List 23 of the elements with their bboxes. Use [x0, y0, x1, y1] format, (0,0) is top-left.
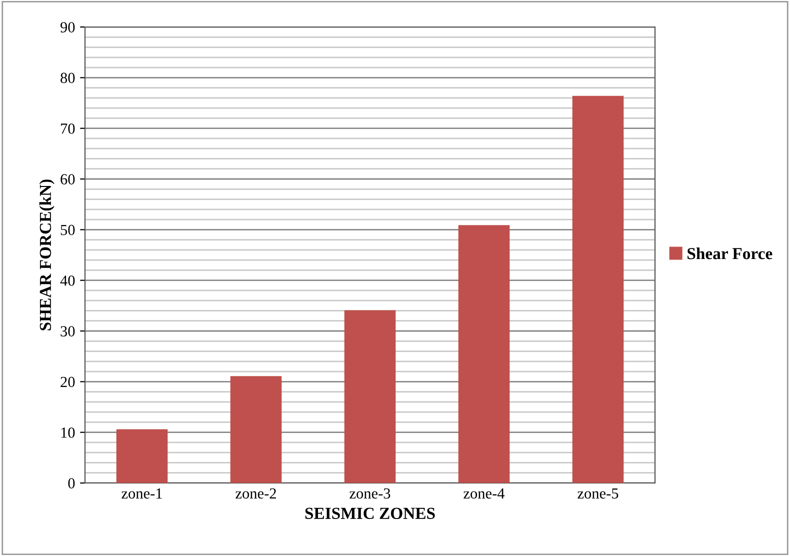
- y-tick-label: 10: [61, 427, 75, 438]
- x-tick-label: zone-4: [464, 488, 505, 499]
- bar: [230, 376, 282, 483]
- bar: [344, 310, 396, 483]
- bar: [116, 429, 168, 483]
- y-tick-label: 60: [60, 174, 75, 184]
- legend-label: Shear Force: [688, 247, 772, 260]
- y-tick-label: 90: [60, 22, 75, 32]
- y-tick-label: 40: [60, 275, 75, 286]
- x-tick-label: zone-3: [350, 488, 390, 499]
- x-axis-title: SEISMIC ZONES: [305, 508, 435, 519]
- y-tick-label: 20: [60, 376, 75, 388]
- bar: [572, 96, 624, 483]
- bar: [458, 225, 510, 483]
- y-tick-label: 80: [60, 72, 75, 84]
- y-tick-label: 50: [60, 224, 75, 236]
- y-axis-title: SHEAR FORCE(kN): [39, 180, 54, 330]
- x-tick-label: zone-2: [236, 488, 276, 499]
- y-tick-label: 0: [68, 478, 75, 488]
- y-tick-label: 70: [61, 123, 75, 134]
- y-tick-label: 30: [60, 326, 75, 336]
- x-tick-label: zone-5: [578, 488, 618, 499]
- x-tick-label: zone-1: [122, 488, 162, 499]
